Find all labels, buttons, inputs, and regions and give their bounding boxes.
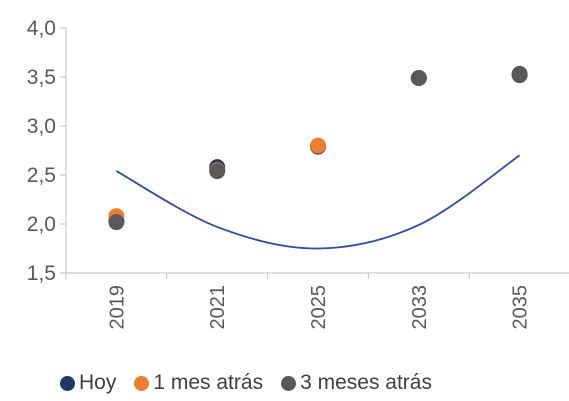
legend-marker (281, 375, 297, 391)
legend: Hoy 1 mes atrás 3 meses atrás (60, 368, 432, 398)
legend-label: 1 mes atrás (153, 371, 264, 394)
y-axis: 1,5 2,0 2,5 3,0 3,5 4,0 (27, 17, 67, 285)
y-tick-label: 1,5 (27, 262, 56, 285)
trendline (115, 154, 521, 250)
y-tick-label: 3,0 (27, 115, 56, 138)
x-tick-label: 2021 (207, 285, 229, 330)
legend-marker (60, 375, 75, 391)
legend-item: Hoy (60, 371, 116, 395)
y-tick-label: 2,0 (27, 213, 56, 236)
legend-marker (134, 375, 150, 391)
data-points (108, 66, 528, 231)
point-1-mes-atrás (310, 137, 326, 154)
y-tick-label: 4,0 (27, 17, 56, 40)
x-tick-label: 2019 (106, 285, 128, 330)
legend-label: Hoy (79, 371, 117, 394)
point-3-meses-atrás (410, 69, 427, 86)
x-axis: 2019 2021 2025 2033 2035 (65, 272, 569, 330)
legend-label: 3 meses atrás (300, 371, 432, 394)
legend-item: 3 meses atrás (281, 371, 432, 395)
legend-item: 1 mes atrás (134, 371, 263, 395)
y-tick-label: 2,5 (27, 164, 56, 187)
point-3-meses-atrás (511, 67, 528, 84)
trendline-group (115, 154, 521, 250)
x-tick-label: 2035 (510, 285, 532, 330)
x-tick-label: 2033 (409, 285, 431, 330)
point-3-meses-atrás (108, 214, 125, 231)
chart: 1,5 2,0 2,5 3,0 3,5 4,0 2019 2021 2025 2033 2035 (27, 17, 569, 330)
y-tick-label: 3,5 (27, 66, 56, 89)
point-3-meses-atrás (209, 163, 226, 180)
x-tick-label: 2025 (308, 285, 330, 330)
